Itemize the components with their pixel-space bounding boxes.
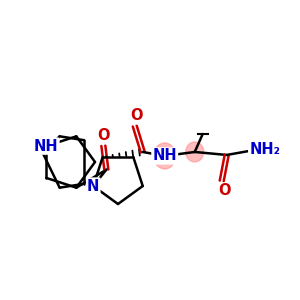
Text: O: O [218, 184, 231, 199]
Text: NH: NH [152, 148, 177, 164]
Ellipse shape [154, 143, 176, 169]
Ellipse shape [186, 142, 204, 162]
Text: O: O [130, 109, 143, 124]
Text: O: O [97, 128, 110, 143]
Text: NH: NH [34, 139, 58, 154]
Text: NH₂: NH₂ [249, 142, 280, 158]
Text: N: N [87, 178, 100, 194]
